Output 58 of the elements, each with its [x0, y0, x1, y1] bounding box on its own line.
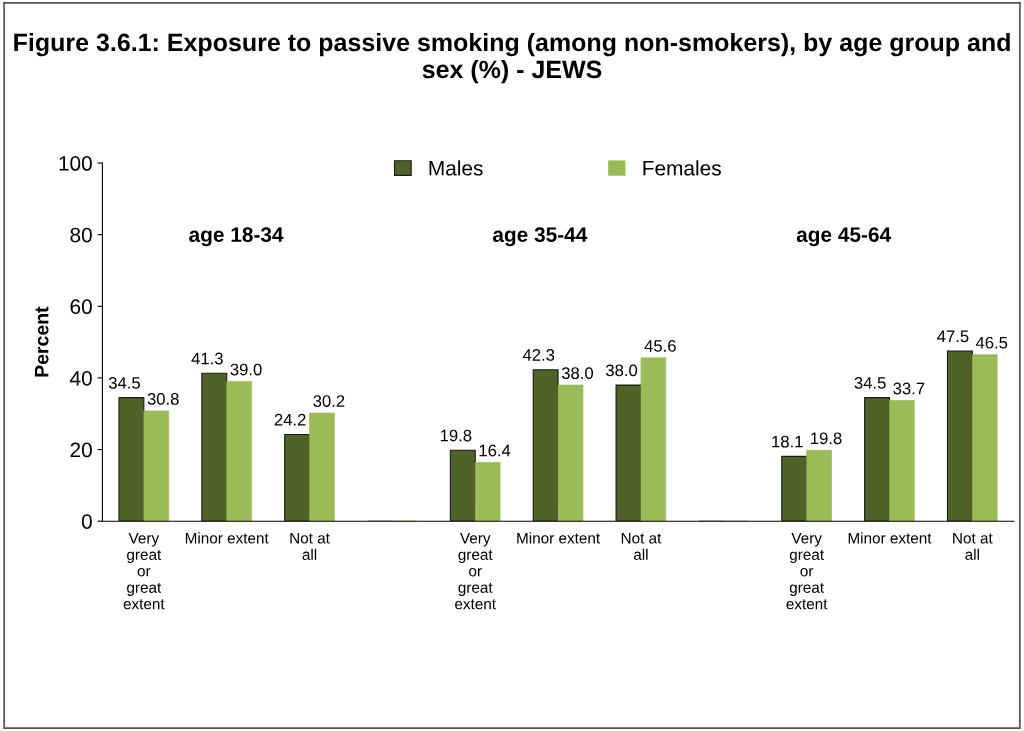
data-label: 19.8 — [811, 432, 842, 445]
bar — [615, 384, 642, 522]
bar — [474, 462, 501, 522]
data-label: 18.1 — [772, 435, 803, 448]
y-tick-label: 100 — [59, 156, 92, 171]
y-tick-label: 0 — [81, 514, 92, 529]
bar — [971, 354, 998, 522]
y-tick-label: 20 — [70, 442, 92, 458]
chart-title: Figure 3.6.1: Exposure to passive smoking (among non-smokers), by age group and sex (%) - JEWS — [14, 32, 1010, 84]
y-axis-title: Percent — [34, 306, 49, 377]
annotation: age 35-44 — [492, 227, 588, 247]
bar — [889, 400, 915, 522]
bar — [557, 384, 584, 522]
y-tick-label: 60 — [70, 299, 92, 315]
bar — [201, 372, 228, 522]
data-label: 38.0 — [561, 367, 594, 380]
x-tick-label: Not at all — [290, 532, 330, 560]
x-tick-label: Minor extent — [185, 532, 269, 544]
bar — [864, 397, 891, 522]
bar — [226, 381, 252, 522]
x-tick-label: Minor extent — [848, 532, 932, 544]
data-label: 41.3 — [191, 352, 223, 365]
x-tick-label: Very great or great extent — [786, 532, 828, 610]
bar — [781, 455, 808, 522]
bar — [532, 369, 559, 522]
y-tick-label: 40 — [69, 370, 92, 386]
data-label: 33.7 — [893, 382, 925, 395]
data-label: 45.6 — [644, 339, 676, 352]
x-tick-label: Very great or great extent — [455, 532, 496, 610]
data-label: 30.8 — [147, 393, 179, 405]
bar — [143, 410, 170, 522]
bar — [309, 412, 335, 522]
bar — [946, 350, 973, 522]
bar — [449, 449, 476, 522]
bar — [284, 433, 311, 522]
data-label: 39.0 — [230, 363, 262, 376]
x-tick-label: Very great or great extent — [123, 532, 165, 610]
x-tick-label: Not at all — [953, 532, 993, 560]
bar — [806, 449, 832, 522]
legend-label: Males — [429, 160, 483, 176]
data-label: 42.3 — [522, 349, 555, 361]
data-label: 34.5 — [854, 376, 886, 389]
y-tick-label: 80 — [70, 227, 92, 243]
legend-label: Females — [643, 160, 721, 176]
data-label: 38.0 — [605, 364, 638, 377]
x-tick-label: Minor extent — [517, 532, 600, 544]
annotation: age 18-34 — [189, 227, 284, 247]
data-label: 47.5 — [937, 330, 969, 343]
bar — [640, 357, 667, 522]
data-label: 24.2 — [274, 413, 306, 426]
data-label: 46.5 — [975, 336, 1008, 349]
x-tick-label: Not at all — [621, 532, 662, 560]
bar — [118, 397, 145, 522]
data-label: 19.8 — [440, 429, 472, 442]
data-label: 30.2 — [313, 395, 345, 407]
data-label: 16.4 — [479, 444, 511, 457]
data-label: 34.5 — [108, 376, 140, 389]
annotation: age 45-64 — [796, 227, 892, 247]
